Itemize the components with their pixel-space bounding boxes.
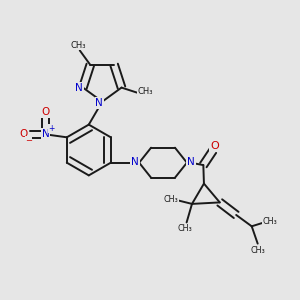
Text: CH₃: CH₃	[137, 87, 153, 96]
Text: N: N	[131, 157, 139, 167]
Text: O: O	[210, 141, 219, 151]
Text: N: N	[95, 98, 103, 108]
Text: CH₃: CH₃	[70, 40, 86, 50]
Text: CH₃: CH₃	[250, 246, 265, 255]
Text: N: N	[75, 82, 83, 93]
Text: N: N	[42, 129, 50, 139]
Text: CH₃: CH₃	[178, 224, 193, 233]
Text: −: −	[26, 136, 32, 145]
Text: O: O	[41, 107, 50, 117]
Text: +: +	[48, 124, 55, 133]
Text: CH₃: CH₃	[163, 195, 178, 204]
Text: O: O	[19, 129, 27, 139]
Text: N: N	[187, 157, 195, 167]
Text: CH₃: CH₃	[262, 217, 277, 226]
